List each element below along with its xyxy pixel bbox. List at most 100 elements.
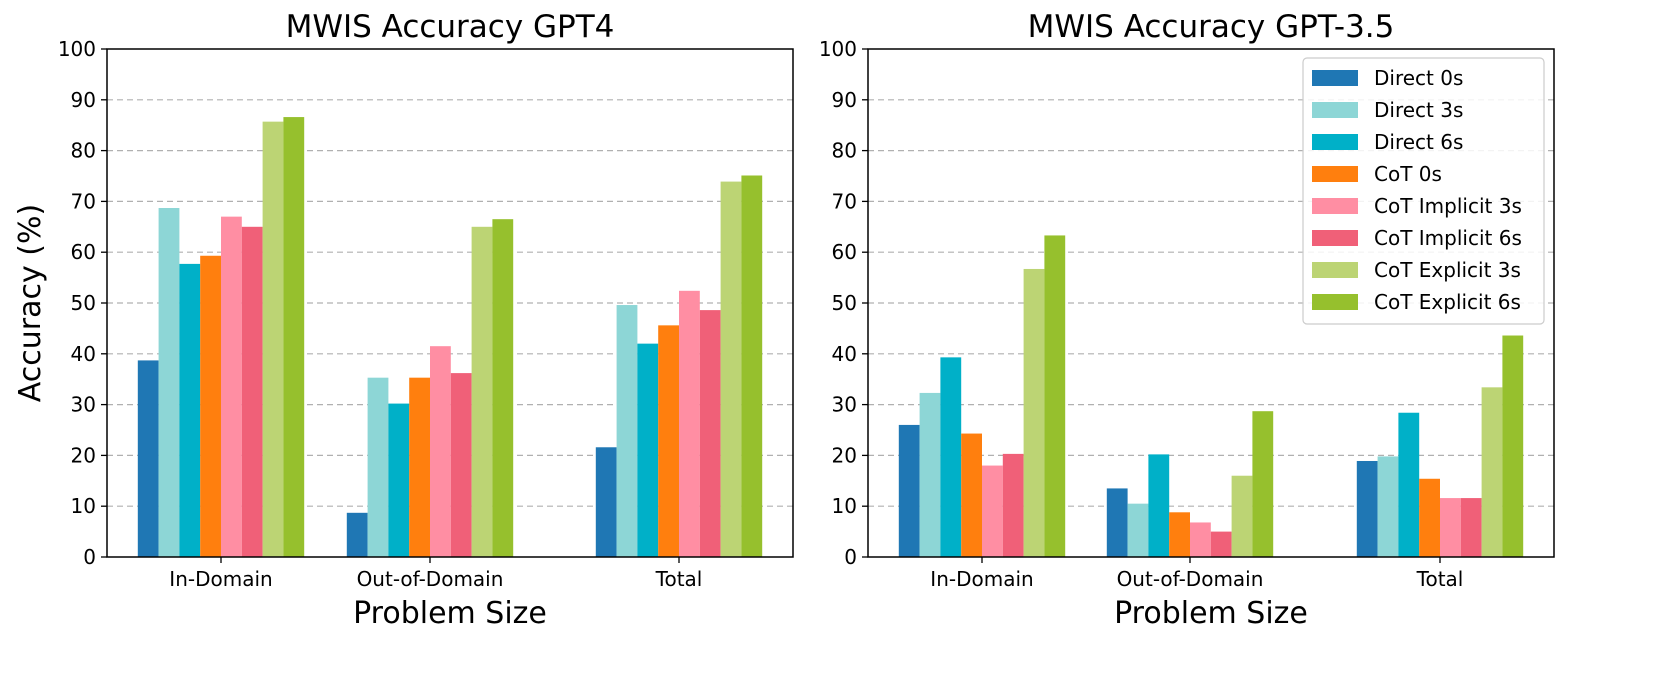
legend: Direct 0s Direct 3s Direct 6s CoT 0s CoT Imp… [1302, 57, 1545, 325]
bar [1148, 454, 1170, 557]
y-tick-label: 0 [83, 545, 96, 569]
y-tick-label: 80 [832, 139, 857, 163]
y-tick-label: 90 [71, 88, 96, 112]
y-tick-label: 0 [844, 545, 857, 569]
y-tick-label: 40 [832, 342, 857, 366]
bar [919, 392, 941, 557]
bar [346, 512, 368, 557]
bar [450, 373, 472, 557]
bar [961, 433, 982, 557]
legend-label: Direct 6s [1374, 130, 1463, 154]
y-tick-label: 20 [71, 443, 96, 467]
bar [1210, 531, 1232, 557]
legend-label: Direct 0s [1374, 66, 1463, 90]
bar [1440, 498, 1461, 557]
legend-swatch [1312, 134, 1358, 150]
bar [720, 181, 742, 557]
y-axis-label: Accuracy (%) [13, 204, 48, 402]
bar [471, 226, 493, 558]
bar [179, 263, 201, 557]
bar [241, 226, 263, 558]
bar [1044, 235, 1066, 557]
y-tick-label: 30 [832, 393, 857, 417]
bar [658, 325, 679, 557]
bar [741, 175, 763, 557]
y-tick-label: 10 [71, 494, 96, 518]
bar [367, 377, 389, 557]
legend-swatch [1312, 230, 1358, 246]
bar [409, 377, 430, 557]
bar [283, 117, 305, 558]
bar [1460, 498, 1482, 557]
chart-title: MWIS Accuracy GPT4 [286, 9, 615, 45]
bar [982, 465, 1003, 557]
bar [898, 424, 920, 557]
legend-swatch [1312, 70, 1358, 86]
y-tick-label: 100 [819, 37, 857, 61]
bar [940, 357, 962, 557]
bar [1190, 522, 1211, 557]
bar [492, 219, 514, 557]
x-tick-label: Total [1416, 567, 1464, 591]
legend-swatch [1312, 166, 1358, 182]
bar [679, 290, 700, 557]
bar [1377, 456, 1399, 557]
bar [1398, 412, 1420, 557]
legend-label: CoT Implicit 6s [1374, 226, 1522, 250]
bar [595, 447, 617, 557]
bar [699, 310, 721, 557]
bar [1502, 335, 1524, 557]
bar [158, 208, 180, 557]
y-tick-label: 70 [832, 189, 857, 213]
y-tick-label: 70 [71, 189, 96, 213]
chart-panel-2: 0 10 20 30 40 50 60 70 80 90 100 In-Domain Out-of-Do… [819, 9, 1555, 631]
legend-label: CoT Implicit 3s [1374, 194, 1522, 218]
bar [1002, 453, 1024, 557]
y-tick-label: 100 [58, 37, 96, 61]
y-tick-label: 20 [832, 443, 857, 467]
y-tick-label: 10 [832, 494, 857, 518]
x-tick-label: In-Domain [169, 567, 272, 591]
legend-swatch [1312, 262, 1358, 278]
legend-swatch [1312, 294, 1358, 310]
x-axis-label: Problem Size [1114, 596, 1308, 631]
bar [388, 403, 410, 557]
y-tick-label: 40 [71, 342, 96, 366]
x-tick-label: Total [655, 567, 703, 591]
bar [616, 305, 638, 557]
legend-swatch [1312, 198, 1358, 214]
x-tick-label: In-Domain [930, 567, 1033, 591]
chart-panel-1: 0 10 20 30 40 50 60 70 80 90 100 In-Domain Out-of-Do… [13, 9, 794, 631]
bar [1481, 387, 1503, 557]
bar [200, 255, 221, 558]
x-tick-label: Out-of-Domain [357, 567, 504, 591]
chart-title: MWIS Accuracy GPT-3.5 [1028, 9, 1395, 45]
bar [430, 346, 451, 557]
bar [1252, 411, 1274, 557]
bar [1169, 512, 1190, 557]
bar [137, 360, 159, 557]
bar [1356, 460, 1378, 557]
y-tick-label: 50 [71, 291, 96, 315]
bar [1023, 268, 1045, 557]
y-tick-label: 60 [832, 240, 857, 264]
legend-label: CoT Explicit 3s [1374, 258, 1521, 282]
legend-label: Direct 3s [1374, 98, 1463, 122]
legend-box [1302, 57, 1545, 325]
y-tick-label: 30 [71, 393, 96, 417]
bar [262, 121, 284, 558]
y-tick-label: 90 [832, 88, 857, 112]
y-tick-label: 50 [832, 291, 857, 315]
legend-label: CoT 0s [1374, 162, 1442, 186]
y-tick-label: 60 [71, 240, 96, 264]
legend-swatch [1312, 102, 1358, 118]
x-tick-label: Out-of-Domain [1117, 567, 1264, 591]
bar [1106, 488, 1128, 557]
bar [1127, 503, 1149, 557]
x-axis-label: Problem Size [353, 596, 547, 631]
bar [1231, 475, 1253, 557]
bar [221, 216, 242, 557]
bar [1419, 478, 1440, 557]
bar [637, 343, 659, 557]
